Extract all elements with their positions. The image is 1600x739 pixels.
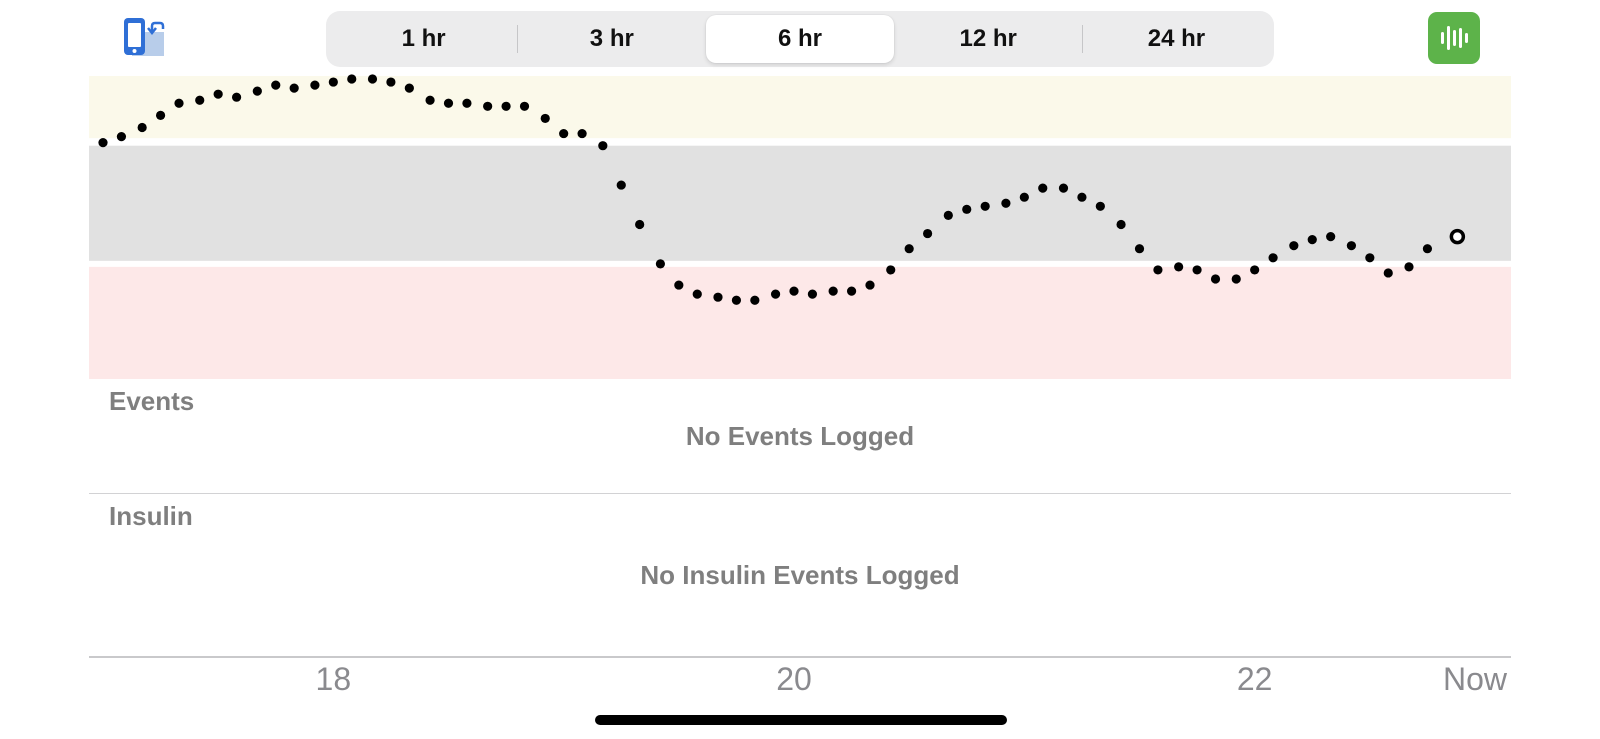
reading-point bbox=[519, 101, 530, 111]
reading-point bbox=[1001, 198, 1011, 208]
reading-point bbox=[886, 265, 896, 275]
range-tab-1hr[interactable]: 1 hr bbox=[401, 25, 446, 52]
reading-point bbox=[310, 80, 320, 90]
reading-point bbox=[443, 98, 454, 108]
time-tick-label: 18 bbox=[315, 661, 352, 697]
reading-point bbox=[1422, 244, 1433, 254]
rotate-device-button[interactable] bbox=[122, 16, 168, 60]
reading-point bbox=[289, 83, 299, 93]
reading-point bbox=[540, 113, 550, 124]
reading-point bbox=[692, 289, 702, 299]
reading-point bbox=[1268, 253, 1278, 263]
range-tab-12hr[interactable]: 12 hr bbox=[959, 25, 1017, 52]
reading-point bbox=[1174, 262, 1184, 272]
reading-point bbox=[386, 77, 396, 87]
reading-point bbox=[655, 259, 666, 269]
reading-point bbox=[462, 98, 472, 108]
reading-point bbox=[1326, 231, 1336, 242]
high-range-zone bbox=[89, 76, 1511, 139]
reading-point bbox=[347, 74, 357, 84]
time-axis-line bbox=[89, 656, 1511, 658]
reading-point bbox=[137, 122, 147, 133]
reading-point bbox=[252, 86, 262, 96]
reading-point bbox=[1058, 183, 1069, 193]
time-range-selector: 1 hr 3 hr 6 hr 12 hr 24 hr bbox=[326, 11, 1274, 67]
reading-point bbox=[425, 95, 435, 105]
range-tab-3hr[interactable]: 3 hr bbox=[589, 25, 634, 52]
low-range-zone bbox=[89, 266, 1511, 379]
reading-point bbox=[559, 128, 569, 139]
reading-point bbox=[1134, 244, 1145, 254]
events-section-title: Events bbox=[109, 386, 195, 416]
reading-point bbox=[713, 292, 723, 302]
reading-point bbox=[116, 132, 127, 142]
reading-point bbox=[807, 289, 818, 299]
reading-point bbox=[865, 280, 875, 290]
reading-point bbox=[98, 138, 108, 148]
reading-point bbox=[1231, 274, 1241, 284]
reading-point bbox=[195, 95, 205, 105]
glucose-readings bbox=[98, 74, 1466, 305]
reading-point bbox=[1192, 265, 1202, 275]
reading-point bbox=[980, 201, 990, 211]
reading-point bbox=[1383, 268, 1393, 278]
reading-point bbox=[483, 101, 493, 111]
statistics-icon bbox=[1441, 26, 1468, 50]
reading-point bbox=[616, 180, 626, 190]
reading-point bbox=[962, 204, 972, 214]
reading-point bbox=[828, 286, 838, 296]
latest-reading-point bbox=[1449, 228, 1466, 245]
reading-point bbox=[1077, 192, 1087, 202]
time-tick-label: 20 bbox=[776, 661, 812, 697]
reading-point bbox=[1210, 274, 1221, 284]
reading-point bbox=[635, 219, 645, 230]
reading-point bbox=[1365, 253, 1375, 263]
reading-point bbox=[404, 83, 414, 93]
reading-point bbox=[1019, 192, 1029, 202]
reading-point bbox=[1095, 201, 1105, 211]
reading-point bbox=[1404, 262, 1414, 272]
reading-point bbox=[1038, 183, 1048, 193]
reading-point bbox=[231, 92, 242, 102]
range-tab-6hr[interactable]: 6 hr bbox=[706, 15, 894, 63]
reading-point bbox=[846, 286, 857, 296]
reading-point bbox=[1346, 241, 1357, 251]
time-tick-now: Now bbox=[1442, 661, 1507, 697]
reading-point bbox=[1289, 241, 1299, 251]
reading-point bbox=[367, 74, 378, 84]
reading-point bbox=[577, 128, 587, 139]
reading-point bbox=[1153, 265, 1163, 275]
reading-point bbox=[943, 210, 953, 220]
insulin-empty-message: No Insulin Events Logged bbox=[640, 560, 960, 590]
reading-point bbox=[731, 295, 742, 305]
section-divider bbox=[89, 493, 1511, 494]
reading-point bbox=[271, 80, 281, 90]
reading-point bbox=[904, 244, 914, 254]
target-range-zone bbox=[89, 145, 1511, 261]
reading-point bbox=[213, 89, 223, 99]
reading-point bbox=[750, 295, 760, 305]
reading-point bbox=[598, 141, 608, 151]
rotate-device-icon bbox=[124, 18, 165, 56]
reading-point bbox=[674, 280, 684, 290]
range-tab-separator bbox=[1081, 25, 1083, 53]
insulin-section-title: Insulin bbox=[109, 501, 193, 531]
reading-point bbox=[789, 286, 799, 296]
reading-point bbox=[328, 77, 338, 87]
reading-point bbox=[155, 110, 166, 120]
reading-point bbox=[1116, 219, 1126, 230]
home-indicator[interactable] bbox=[595, 715, 1007, 725]
reading-point bbox=[501, 101, 511, 111]
reading-point bbox=[922, 228, 933, 239]
statistics-button[interactable] bbox=[1428, 12, 1480, 64]
range-tab-24hr[interactable]: 24 hr bbox=[1147, 25, 1206, 52]
events-empty-message: No Events Logged bbox=[685, 421, 915, 451]
time-tick-label: 22 bbox=[1236, 661, 1273, 697]
reading-point bbox=[1250, 265, 1260, 275]
reading-point bbox=[770, 289, 781, 299]
reading-point bbox=[1307, 235, 1317, 245]
range-tab-separator bbox=[517, 25, 519, 53]
reading-point bbox=[174, 98, 184, 108]
